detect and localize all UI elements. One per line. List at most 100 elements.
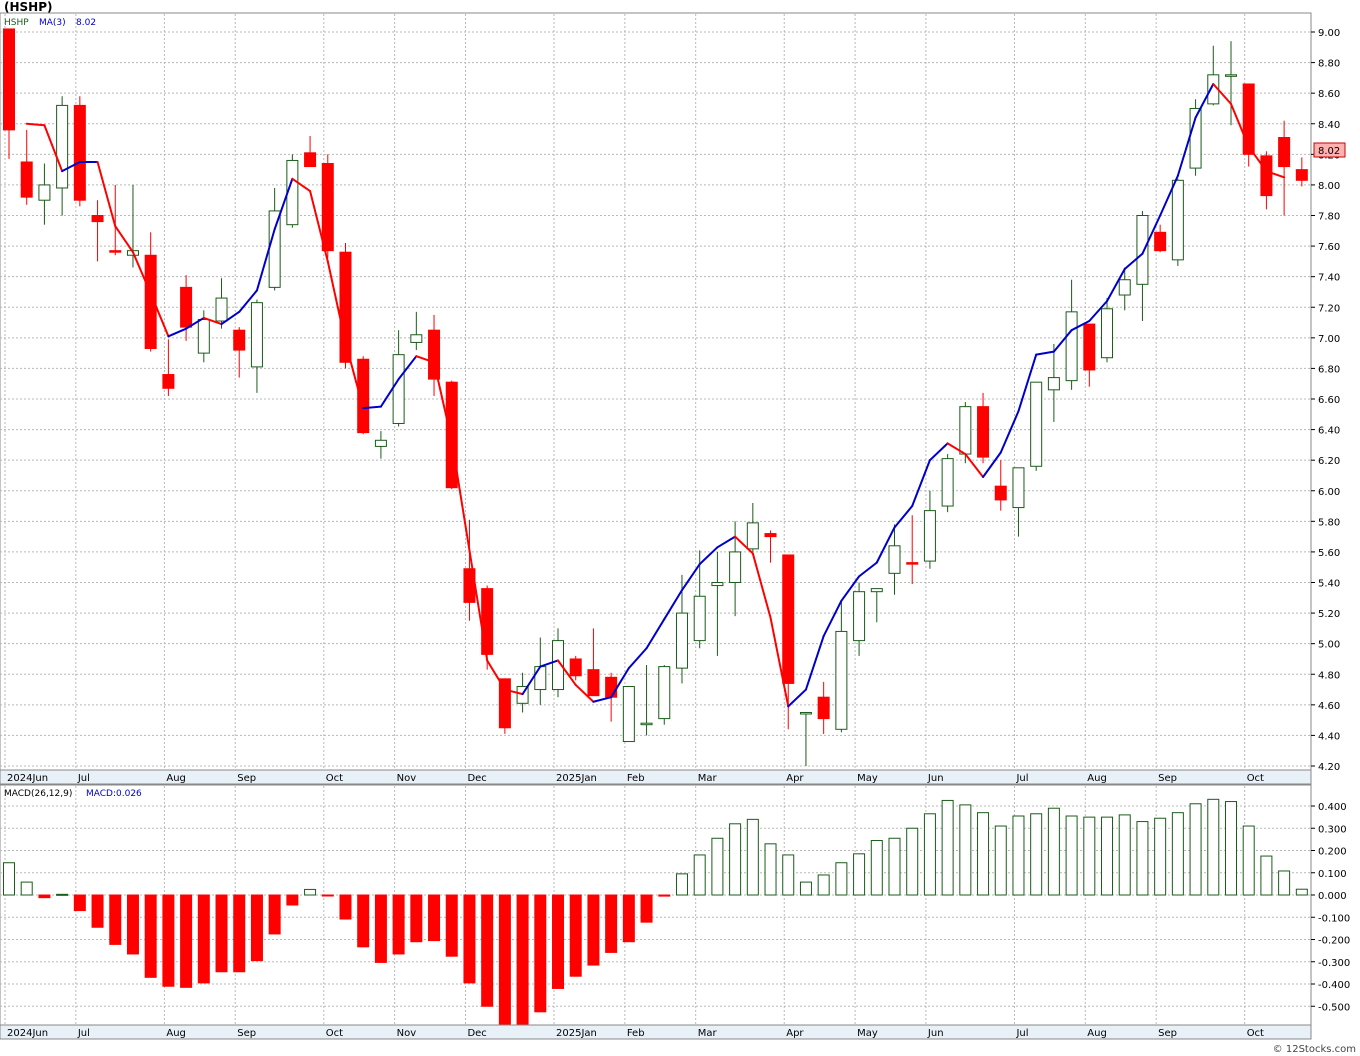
candle-body [658,666,671,720]
candle-body [268,210,281,288]
ma-segment [982,451,1002,478]
macd-y-tick-label: -0.500 [1318,1002,1350,1013]
macd-bar [552,894,565,989]
price-y-tick-label: 7.20 [1318,303,1340,314]
macd-y-tick-label: -0.400 [1318,980,1350,991]
macd-bar [374,894,387,963]
macd-bar [782,854,795,896]
ma-segment [716,535,737,549]
macd-y-tick-label: -0.100 [1318,913,1350,924]
ma-segment [255,228,276,292]
price-y-tick-label: 6.80 [1318,364,1340,375]
ma-segment [450,439,471,552]
macd-bar [799,881,812,896]
macd-legend-value: MACD:0.026 [86,789,142,799]
candle-body [977,406,990,458]
macd-bar [1295,888,1308,896]
ma-segment [273,177,294,231]
macd-bar [392,894,405,955]
ma-segment [167,327,188,338]
macd-x-tick-label: Mar [698,1028,718,1039]
price-y-tick-label: 7.60 [1318,242,1340,253]
ma-segment [202,316,223,326]
price-x-tick-label: Apr [786,773,804,784]
ma-segment [25,122,46,127]
ma-segment [1229,102,1250,148]
macd-bar [215,894,228,973]
macd-bar [180,894,193,988]
ma-segment [1052,329,1073,353]
macd-y-tick-label: 0.400 [1318,802,1347,813]
macd-x-tick-label: Jun [927,1028,944,1039]
ma-segment [220,310,241,326]
price-x-tick-label: Jul [77,773,90,784]
macd-bar [481,894,494,1007]
macd-bar [941,799,954,896]
price-x-tick-label: 2025Jan [556,773,597,784]
ma-segment [1194,82,1215,119]
price-y-tick-label: 8.00 [1318,181,1340,192]
price-legend-symbol: HSHP [4,18,29,28]
last-price-tag [1313,142,1346,158]
macd-x-tick-label: Jul [77,1028,90,1039]
macd-bar [1118,814,1131,896]
macd-bar [1189,803,1202,896]
macd-x-tick-label: Aug [1087,1028,1107,1039]
candle-body [835,630,848,730]
macd-y-axis: -0.500 -0.400 -0.300 -0.200 -0.100 0.000 0.100… [1311,802,1350,1013]
price-y-tick-label: 5.40 [1318,579,1340,590]
macd-bar [534,894,547,1013]
price-x-tick-label: Oct [1247,773,1264,784]
ma-segment [875,526,896,564]
candle-body [1171,179,1184,261]
ma-segment [149,292,170,338]
macd-bar [569,894,582,977]
macd-bar [605,894,618,953]
macd-bar [1136,821,1149,896]
ma-segment [804,635,825,691]
candle-body [481,588,494,655]
ma-segment [680,563,701,592]
price-x-tick-label: Feb [627,773,645,784]
macd-bar [1278,870,1291,896]
price-y-tick-label: 7.00 [1318,334,1340,345]
macd-bar [1242,825,1255,896]
macd-bar [1047,807,1060,896]
macd-bar [1012,815,1025,896]
macd-bar [906,827,919,896]
ma-segment [362,405,382,410]
macd-x-tick-label: 2024Jun [7,1028,48,1039]
macd-x-tick-label: Oct [1247,1028,1264,1039]
macd-bar [853,853,866,896]
candle-body [392,354,405,424]
macd-bar [286,894,299,906]
ma-segment [114,225,134,254]
macd-bar [304,888,317,896]
ma-segment [574,683,595,703]
macd-bar [463,894,476,984]
macd-bar [817,874,830,896]
ma-segment [309,190,329,263]
candle-body [693,595,706,642]
candle-body [144,254,157,350]
price-legend-ma-label: MA(3) [39,18,66,28]
macd-bar [729,823,742,896]
ma-segment [627,647,648,670]
ma-segment [964,453,985,478]
candle-body [1154,231,1167,252]
macd-x-tick-label: Feb [627,1028,645,1039]
moving-average-line [25,82,1286,708]
candle-body [782,554,795,684]
price-x-tick-label: Jul [1015,773,1028,784]
macd-bar [587,894,600,966]
candle-body [711,582,724,587]
candle-body [1065,311,1078,382]
ma-segment [521,665,542,696]
macd-bar [1154,817,1167,896]
ma-segment [1017,353,1038,413]
price-x-axis: 2024Jun Jul Aug Sep Oct Nov Dec 2025Jan Feb Mar Ap… [7,773,1264,784]
ma-segment [61,160,81,173]
ma-segment [238,289,258,313]
price-y-tick-label: 5.60 [1318,548,1340,559]
ma-segment [822,599,843,638]
